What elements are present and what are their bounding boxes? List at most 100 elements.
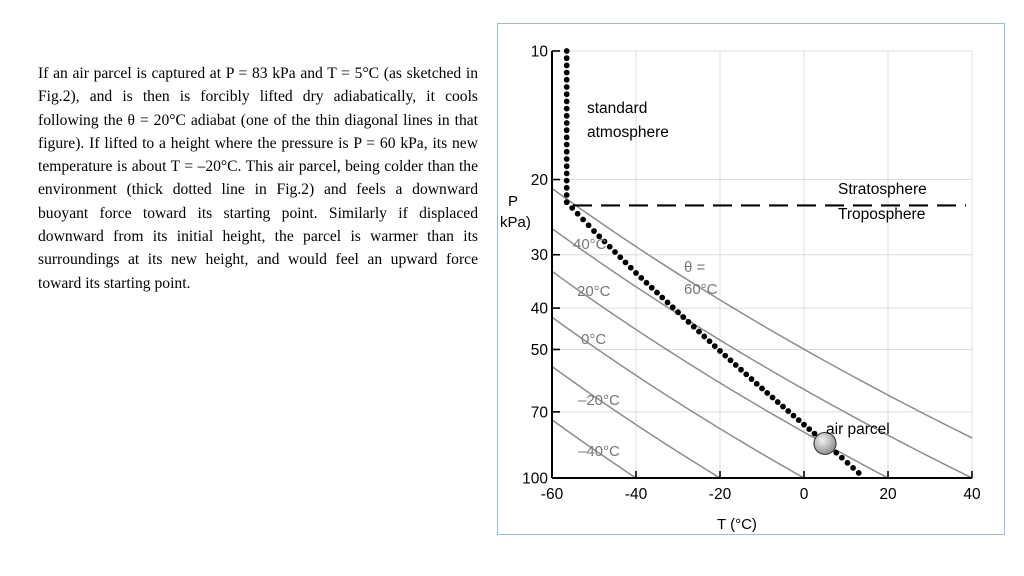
y-tick-label: 100 xyxy=(522,471,548,488)
std-atmosphere-dot xyxy=(563,177,570,184)
x-tick-label: 40 xyxy=(963,486,981,503)
std-atmosphere-dot xyxy=(759,385,765,392)
dry-adiabats xyxy=(552,187,972,478)
std-atmosphere-dot xyxy=(701,333,708,340)
std-atmosphere-dot xyxy=(706,338,713,345)
explanation-paragraph: If an air parcel is captured at P = 83 k… xyxy=(38,65,478,292)
standard-atmosphere-line xyxy=(563,48,862,476)
std-atmosphere-dot xyxy=(711,343,718,349)
adiabat-label-0: 0°C xyxy=(581,331,606,348)
adiabat-label-minus40: –40°C xyxy=(578,443,620,460)
x-axis-label: T (°C) xyxy=(717,516,757,533)
std-atmosphere-dot xyxy=(717,348,723,354)
std-atmosphere-dot xyxy=(680,314,687,320)
y-tick-label: 10 xyxy=(531,44,549,61)
std-atmosphere-dot xyxy=(722,352,729,359)
std-atmosphere-dot xyxy=(638,274,645,281)
theta-prefix-label: θ = xyxy=(684,259,706,276)
std-atmosphere-dot xyxy=(563,148,570,155)
x-tick-label: -20 xyxy=(709,486,732,503)
axes: 10 20 30 40 50 70 100-60 -40 -20 0 20 40 xyxy=(522,44,981,504)
y-tick-label: 70 xyxy=(531,404,549,421)
std-atmosphere-dot xyxy=(563,199,570,206)
y-axis-label-p: P xyxy=(508,193,518,210)
std-atmosphere-dot xyxy=(591,228,597,234)
std-atmosphere-dot xyxy=(563,55,570,62)
std-atmosphere-dot xyxy=(585,222,592,229)
air-parcel xyxy=(813,431,837,456)
std-atmosphere-dot xyxy=(627,264,634,271)
std-atmosphere-dot xyxy=(617,254,624,261)
std-atmosphere-dot xyxy=(811,430,818,437)
x-tick-label: 20 xyxy=(879,486,897,503)
std-atmosphere-dot xyxy=(563,76,570,83)
std-atmosphere-dot xyxy=(563,84,570,90)
adiabat-line xyxy=(552,316,805,478)
std-atmosphere-dot xyxy=(563,112,570,119)
std-atmosphere-dot xyxy=(601,238,608,245)
std-atmosphere-dot xyxy=(596,233,603,240)
std-atmosphere-dot xyxy=(696,328,702,335)
std-atmosphere-dot xyxy=(690,323,697,330)
y-tick-label: 30 xyxy=(531,247,549,264)
std-atmosphere-dot xyxy=(685,318,692,325)
std-atmosphere-dot xyxy=(806,426,813,433)
std-atmosphere-dot xyxy=(743,371,750,378)
std-atmosphere-dot xyxy=(675,309,681,316)
std-atmosphere-dot xyxy=(563,127,570,134)
air-parcel-ball xyxy=(813,431,837,456)
std-atmosphere-dot xyxy=(574,210,581,217)
air-parcel-label: air parcel xyxy=(826,421,890,438)
std-atmosphere-dot xyxy=(790,412,797,419)
troposphere-label: Troposphere xyxy=(838,206,925,223)
std-atmosphere-dot xyxy=(753,380,760,387)
skew-t-chart: 10 20 30 40 50 70 100-60 -40 -20 0 20 40 standard a… xyxy=(500,44,981,534)
std-atmosphere-dot xyxy=(738,366,744,373)
std-atmosphere-dot xyxy=(833,449,840,456)
std-atmosphere-dot xyxy=(612,249,618,255)
std-atmosphere-dot xyxy=(838,454,845,461)
std-atmosphere-dot xyxy=(855,470,862,476)
std-atmosphere-dot xyxy=(769,394,776,401)
y-tick-label: 40 xyxy=(531,301,549,318)
std-atmosphere-dot xyxy=(563,184,570,191)
std-atmosphere-label-2: atmosphere xyxy=(587,124,669,141)
std-atmosphere-dot xyxy=(622,259,629,266)
std-atmosphere-dot xyxy=(844,459,851,466)
std-atmosphere-dot xyxy=(606,243,613,250)
std-atmosphere-dot xyxy=(563,170,570,177)
std-atmosphere-dot xyxy=(563,69,570,76)
std-atmosphere-label-1: standard xyxy=(587,100,647,117)
std-atmosphere-dot xyxy=(563,48,570,54)
std-atmosphere-dot xyxy=(643,279,650,286)
std-atmosphere-dot xyxy=(563,62,570,69)
std-atmosphere-dot xyxy=(795,417,802,424)
std-atmosphere-dot xyxy=(563,141,570,148)
y-tick-label: 50 xyxy=(531,342,549,359)
std-atmosphere-dot xyxy=(727,357,734,364)
std-atmosphere-dot xyxy=(580,216,586,223)
adiabat-label-40: 40°C xyxy=(573,236,607,253)
std-atmosphere-dot xyxy=(563,134,570,141)
x-tick-label: -40 xyxy=(625,486,648,503)
std-atmosphere-dot xyxy=(664,299,671,306)
adiabat-label-minus20: –20°C xyxy=(578,392,620,409)
x-tick-label: 0 xyxy=(800,486,809,503)
y-axis-label-kpa: kPa) xyxy=(500,214,531,231)
std-atmosphere-dot xyxy=(748,376,755,382)
y-tick-label: 20 xyxy=(531,172,549,189)
adiabat-label-60: 60°C xyxy=(684,281,718,298)
adiabat-label-20: 20°C xyxy=(577,283,611,300)
adiabat-line xyxy=(552,227,972,478)
std-atmosphere-dot xyxy=(669,304,676,311)
std-atmosphere-dot xyxy=(659,294,666,301)
std-atmosphere-dot xyxy=(801,421,807,428)
x-tick-label: -60 xyxy=(541,486,564,503)
std-atmosphere-dot xyxy=(563,156,570,162)
std-atmosphere-dot xyxy=(563,192,570,198)
std-atmosphere-dot xyxy=(563,163,570,170)
std-atmosphere-dot xyxy=(654,289,660,296)
figure-frame: 10 20 30 40 50 70 100 -60 -40 -20 0 20 40 standard a… xyxy=(497,23,1005,535)
std-atmosphere-dot xyxy=(648,284,655,291)
adiabat-line xyxy=(552,418,637,478)
